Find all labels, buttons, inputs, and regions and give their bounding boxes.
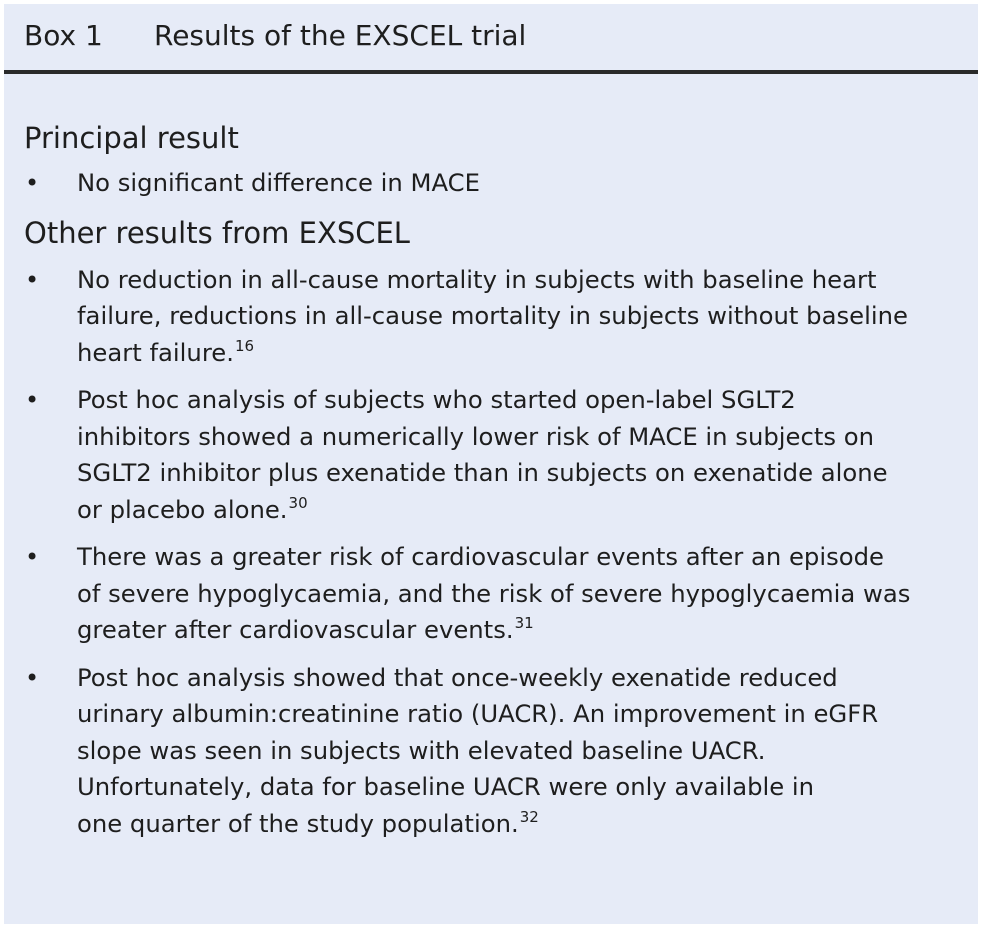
item-line: Unfortunately, data for baseline UACR we…	[77, 772, 815, 801]
item-line: Post hoc analysis showed that once-weekl…	[77, 662, 838, 692]
reference-number: 16	[234, 336, 255, 355]
item-line: No reduction in all-cause mortality in s…	[77, 264, 877, 294]
principal-result-list: • No significant difference in MACE	[4, 165, 978, 202]
box-label: Box 1	[24, 19, 103, 52]
reference-number: 31	[514, 614, 534, 632]
list-item: • No significant difference in MACE	[4, 165, 978, 202]
item-line: slope was seen in subjects with elevated…	[77, 735, 766, 765]
list-item: • Post hoc analysis showed that once-wee…	[4, 660, 978, 843]
item-line: or placebo alone.	[77, 494, 288, 524]
bullet-icon: •	[25, 265, 40, 294]
list-item: • No reduction in all-cause mortality in…	[4, 262, 978, 372]
item-line: inhibitors showed a numerically lower ri…	[77, 421, 875, 451]
item-line: Post hoc analysis of subjects who starte…	[77, 385, 796, 414]
item-line: urinary albumin:creatinine ratio (UACR).…	[77, 699, 879, 728]
item-line: SGLT2 inhibitor plus exenatide than in s…	[77, 458, 888, 487]
principal-result-heading: Principal result	[24, 121, 239, 155]
box-header: Box 1 Results of the EXSCEL trial	[4, 4, 978, 74]
list-item: • Post hoc analysis of subjects who star…	[4, 382, 978, 528]
item-line: greater after cardiovascular events.	[77, 615, 514, 644]
list-item: • There was a greater risk of cardiovasc…	[4, 539, 978, 649]
bullet-icon: •	[25, 663, 40, 692]
reference-number: 32	[519, 807, 539, 826]
item-text: No significant difference in MACE	[77, 168, 480, 197]
item-line: one quarter of the study population.	[77, 808, 519, 838]
item-line: There was a greater risk of cardiovascul…	[77, 542, 885, 571]
bullet-icon: •	[25, 543, 40, 571]
item-line: of severe hypoglycaemia, and the risk of…	[77, 578, 911, 608]
results-box: Box 1 Results of the EXSCEL trial Princi…	[4, 4, 978, 924]
other-results-list: • No reduction in all-cause mortality in…	[4, 262, 978, 843]
item-line: failure, reductions in all-cause mortali…	[77, 301, 908, 330]
item-line: heart failure.	[77, 337, 234, 367]
box-title: Results of the EXSCEL trial	[154, 19, 527, 52]
bullet-icon: •	[25, 169, 40, 197]
other-results-heading: Other results from EXSCEL	[24, 215, 410, 250]
bullet-icon: •	[25, 386, 40, 414]
reference-number: 30	[288, 493, 308, 512]
box-content: Principal result • No significant differ…	[4, 74, 978, 842]
